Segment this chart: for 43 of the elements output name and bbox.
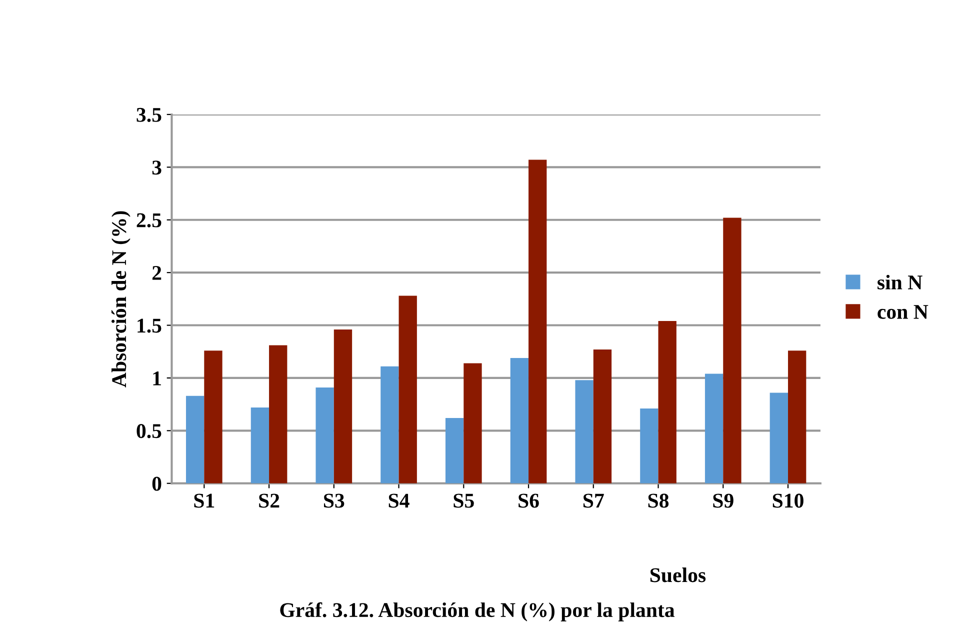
bar bbox=[334, 329, 352, 484]
x-tick-label: S2 bbox=[259, 494, 280, 508]
x-axis-title: Suelos bbox=[650, 568, 706, 582]
bar bbox=[445, 418, 464, 484]
x-tick-label: S6 bbox=[518, 494, 539, 508]
bar bbox=[640, 408, 658, 484]
y-tick-label: 1 bbox=[153, 371, 161, 386]
x-tick-label: S10 bbox=[772, 494, 804, 508]
y-axis-title: Absorción de N (%) bbox=[111, 211, 130, 388]
bar bbox=[380, 366, 399, 484]
text: Gráf. 3.12. Absorción de N (%) por la planta bbox=[280, 602, 675, 622]
y-tick-label: 1.5 bbox=[138, 318, 162, 333]
bar bbox=[186, 396, 204, 484]
bar bbox=[575, 380, 594, 484]
bar bbox=[464, 363, 482, 484]
bar bbox=[316, 387, 334, 484]
bar bbox=[269, 345, 288, 484]
x-tick-label: S8 bbox=[648, 494, 669, 508]
x-tick-label: S9 bbox=[713, 494, 734, 508]
x-tick-label: S1 bbox=[194, 494, 214, 508]
y-tick-label: 0.5 bbox=[136, 424, 162, 438]
x-tick-label: S5 bbox=[454, 494, 474, 508]
x-tick-label: S3 bbox=[324, 494, 344, 508]
bar bbox=[204, 350, 222, 484]
bar bbox=[398, 296, 417, 484]
x-tick-label: S7 bbox=[583, 494, 604, 508]
y-tick-label: 2.5 bbox=[136, 213, 162, 228]
bar bbox=[593, 350, 612, 484]
bar bbox=[528, 160, 547, 484]
bar bbox=[250, 407, 270, 484]
bar bbox=[788, 350, 806, 484]
bar bbox=[770, 392, 788, 484]
y-tick-label: 3.5 bbox=[136, 108, 162, 122]
bar bbox=[723, 218, 742, 484]
bar bbox=[704, 374, 724, 484]
y-tick-label: 0 bbox=[152, 476, 162, 491]
y-tick-label: 3 bbox=[152, 160, 162, 175]
bar bbox=[658, 321, 676, 484]
legend-label: con N bbox=[878, 305, 928, 319]
legend-label: sin N bbox=[878, 274, 922, 290]
bar bbox=[510, 358, 529, 484]
y-tick-label: 2 bbox=[152, 266, 162, 280]
x-tick-label: S4 bbox=[388, 494, 410, 508]
